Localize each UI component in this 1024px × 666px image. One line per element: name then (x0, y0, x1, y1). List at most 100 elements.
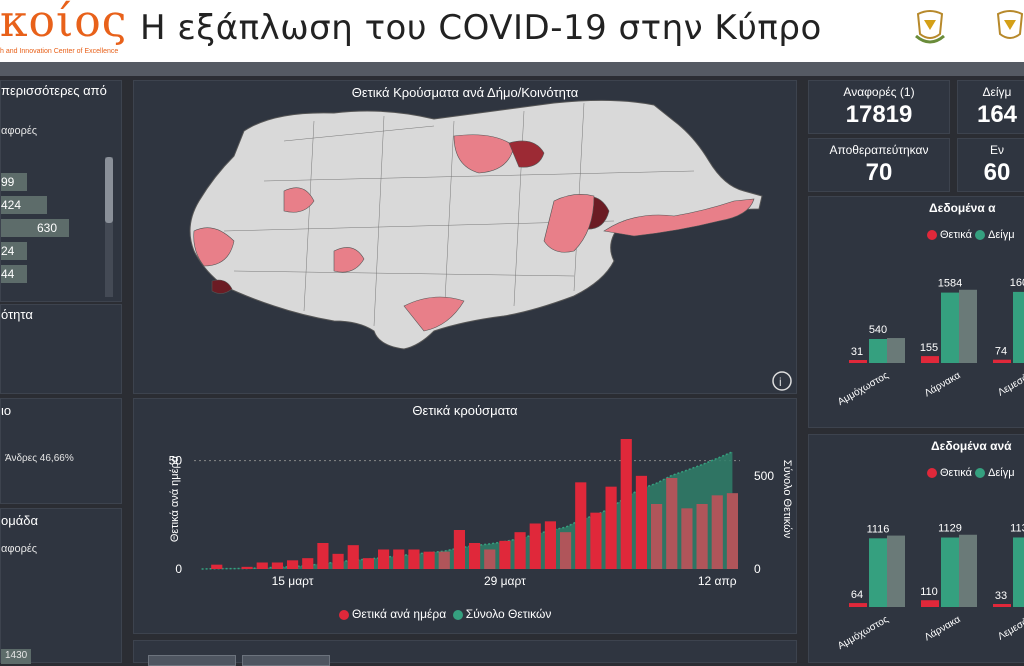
daily-bar (271, 562, 283, 569)
toolbar-button-2[interactable] (242, 655, 330, 666)
legend-dot-total (452, 609, 463, 620)
cyprus-map[interactable]: i (134, 81, 796, 393)
tests-bar (1013, 537, 1024, 607)
kpi-recovered-value: 70 (865, 159, 893, 186)
legend-dot-tests-2 (975, 468, 986, 479)
tests-bar (1013, 291, 1024, 363)
right-axis-label: Σύνολο Θετικών (781, 460, 793, 539)
right-chart-2-legend: Θετικά Δείγμ (927, 467, 1015, 479)
kpi-samples: Δείγμ 164 (957, 80, 1024, 134)
left-tick: 50 (169, 454, 183, 468)
left-bar-value: 424 (1, 198, 22, 212)
scrollbar-track[interactable] (105, 157, 113, 297)
x-tick: 29 μαρτ (484, 574, 526, 588)
daily-bar (484, 549, 496, 569)
left-bar[interactable]: 24 (1, 242, 27, 260)
legend-daily-label: Θετικά ανά ημέρα (352, 607, 447, 621)
right-tick: 0 (754, 562, 761, 576)
daily-bar (378, 549, 390, 569)
tests-label: 1584 (938, 278, 962, 290)
left-bar[interactable]: 44 (1, 265, 27, 283)
x-tick: 15 μαρτ (272, 574, 314, 588)
daily-bar (302, 558, 314, 569)
gender-note: Άνδρες 46,66% (5, 453, 74, 464)
daily-bar (241, 566, 253, 569)
toolbar-button-1[interactable] (148, 655, 236, 666)
daily-bar (453, 530, 465, 569)
daily-bar (287, 560, 299, 569)
daily-bar (362, 558, 374, 569)
left-tick: 0 (175, 562, 182, 576)
right-chart-2-panel: Δεδομένα ανά Θετικά Δείγμ 64 1116 Αμμόχωστ… (808, 434, 1024, 663)
left-panel4-subtitle: αφορές (1, 543, 38, 555)
right-chart-1-panel: Δεδομένα α Θετικά Δείγμ 31 540 Αμμόχωστος 1… (808, 196, 1024, 428)
group-label: Λεμεσός (996, 369, 1024, 398)
tests-label: 1116 (867, 523, 890, 535)
right-chart-1[interactable]: 31 540 Αμμόχωστος 155 1584 Λάρνακα 74 1600 Λεμεσ… (809, 197, 1024, 427)
kpi-recovered: Αποθεραπεύτηκαν 70 (808, 138, 950, 192)
daily-bar (605, 486, 617, 569)
left-axis-label: Θετικά ανά ημέρα (169, 455, 181, 542)
timeseries-chart[interactable]: Θετικά ανά ημέρα Σύνολο Θετικών 50050001… (134, 399, 796, 633)
left-panel-municipality: ότητα (0, 304, 122, 394)
group-label: Λάρνακα (922, 613, 962, 643)
positive-label: 155 (920, 342, 938, 354)
daily-bar (469, 543, 481, 569)
positive-bar (993, 359, 1011, 363)
cyprus-emblem-icon (915, 10, 945, 44)
daily-bar (544, 521, 556, 569)
daily-bar (408, 549, 420, 569)
daily-bar (635, 475, 647, 569)
left-bar-value: 99 (1, 175, 15, 189)
header-bar: κοίος h and Innovation Center of Excelle… (0, 0, 1024, 62)
tests-bar (869, 538, 887, 607)
kpi-recovered-label: Αποθεραπεύτηκαν (829, 143, 929, 157)
daily-bar (711, 495, 723, 569)
tests-label: 540 (869, 324, 887, 336)
left-panel-top: περισσότερες από αφορές 99 424 630 24 44 (0, 80, 122, 302)
info-icon (772, 371, 792, 391)
tests-bar (941, 537, 959, 607)
positive-bar (849, 360, 867, 363)
legend-dot-positive-2 (927, 468, 937, 479)
daily-bar (590, 512, 602, 569)
left-panel-subtitle: αφορές (1, 125, 38, 137)
left-bar-value: 44 (1, 267, 15, 281)
daily-bar (438, 551, 450, 569)
timeseries-panel: Θετικά κρούσματα Θετικά ανά ημέρα Σύνολο… (133, 398, 797, 634)
daily-bar (347, 545, 359, 569)
group-label: Αμμόχωστος (835, 613, 890, 652)
daily-bar (529, 523, 541, 569)
scrollbar-thumb[interactable] (105, 157, 113, 223)
right-chart-1-title: Δεδομένα α (929, 201, 996, 215)
age-bar[interactable]: 1430 (1, 649, 31, 664)
info-icon-glyph: i (779, 375, 782, 389)
logo-subtitle: h and Innovation Center of Excellence (0, 48, 119, 55)
legend-dot-positive (927, 230, 937, 241)
positive-bar (993, 604, 1011, 607)
daily-bar (696, 504, 708, 569)
left-bar[interactable]: 99 (1, 173, 27, 191)
legend-positive-label-2: Θετικά (940, 467, 972, 479)
positive-label: 31 (851, 346, 863, 358)
left-bar[interactable]: 424 (1, 196, 47, 214)
daily-bar (332, 553, 344, 569)
total-bar (959, 534, 977, 607)
daily-bar (666, 478, 678, 569)
positive-bar (921, 356, 939, 363)
age-bar-value: 1430 (5, 650, 28, 661)
legend-tests-label-2: Δείγμ (988, 467, 1015, 479)
daily-bar (499, 540, 511, 569)
daily-bar (620, 439, 632, 569)
header-divider (0, 62, 1024, 76)
legend-total-label: Σύνολο Θετικών (465, 607, 552, 621)
tests-bar (941, 292, 959, 363)
region-nicosia-high (508, 140, 545, 168)
daily-bar (651, 504, 663, 569)
region-famagusta (603, 198, 755, 237)
left-bar[interactable]: 630 (1, 219, 69, 237)
legend-tests-label: Δείγμ (988, 229, 1015, 241)
daily-bar (575, 482, 587, 569)
right-chart-2[interactable]: 64 1116 Αμμόχωστος 110 1129 Λάρνακα 33 1130 Λεμε… (809, 435, 1024, 662)
region-paphos-high (211, 279, 233, 294)
